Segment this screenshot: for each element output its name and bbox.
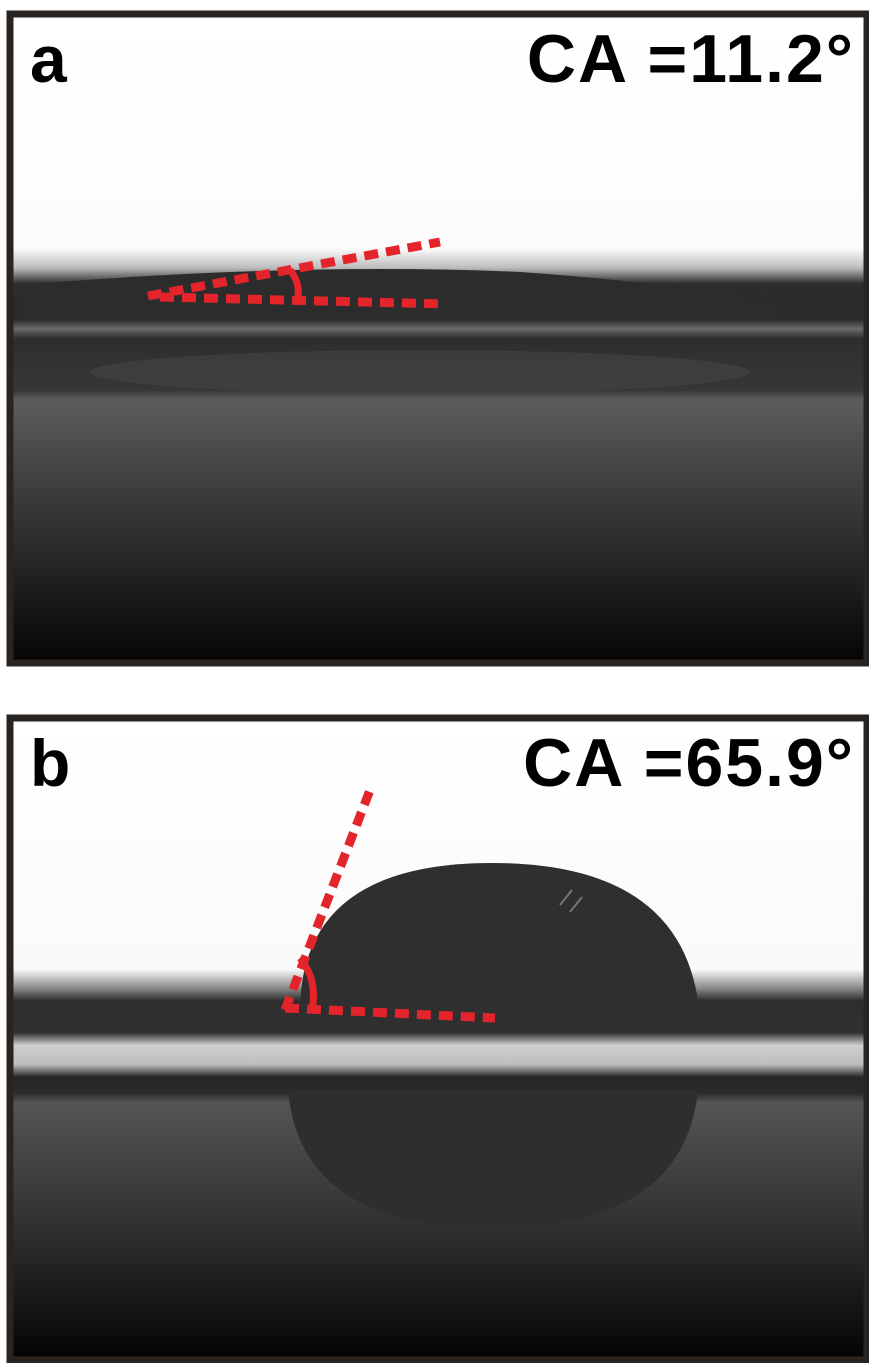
photo	[13, 17, 864, 660]
panel-label: a	[30, 22, 68, 96]
panel-a: a CA =11.2°	[10, 14, 867, 663]
reflection	[90, 350, 750, 394]
figure: a CA =11.2° b CA =65.9°	[0, 0, 869, 1363]
contact-angle: CA =11.2°	[527, 21, 855, 97]
panel-label: b	[30, 726, 70, 800]
page: a CA =11.2° b CA =65.9° (() => { const d…	[0, 0, 869, 1363]
panel-b: b CA =65.9°	[10, 718, 867, 1360]
photo	[13, 721, 864, 1357]
contact-angle: CA =65.9°	[523, 725, 855, 801]
